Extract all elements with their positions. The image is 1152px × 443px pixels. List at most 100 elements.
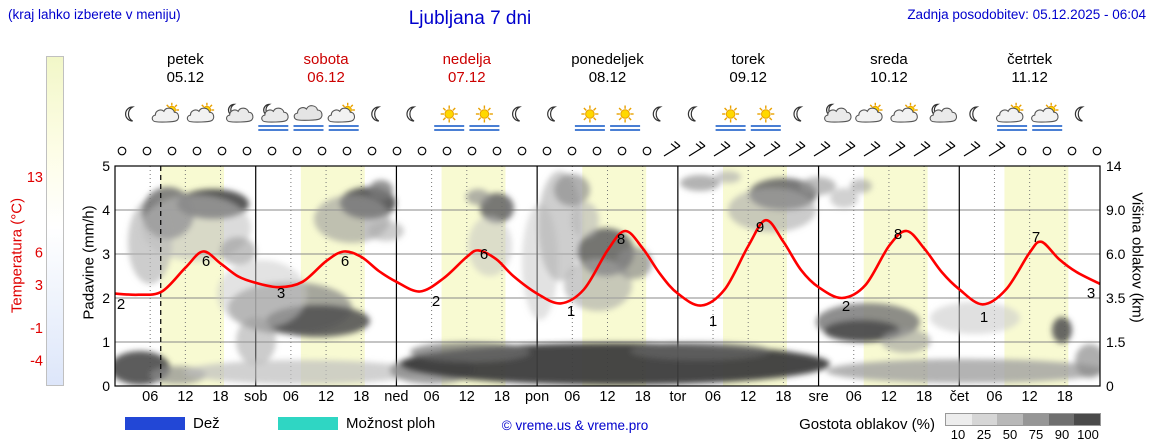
day-date: 10.12 bbox=[870, 69, 908, 86]
svg-text:9: 9 bbox=[756, 219, 764, 236]
wind-calm-icon bbox=[517, 146, 527, 156]
day-header-nedelja: nedelja 07.12 bbox=[396, 51, 537, 87]
showers-legend-swatch bbox=[278, 417, 338, 430]
wind-calm-icon bbox=[542, 146, 552, 156]
temperature-point-labels: 2 6 3 6 2 6 1 8 1 9 2 8 1 7 3 bbox=[117, 219, 1095, 330]
svg-text:18: 18 bbox=[212, 389, 228, 405]
cloud-density-tick: 10 bbox=[950, 427, 966, 442]
x-axis-ticks: 06 12 18 sob 06 12 18 ned 06 12 18 pon 06 12 18 tor 06 12… bbox=[142, 389, 1073, 405]
svg-text:12: 12 bbox=[740, 389, 756, 405]
wind-calm-icon bbox=[467, 146, 477, 156]
day-date: 05.12 bbox=[166, 69, 205, 86]
svg-text:18: 18 bbox=[916, 389, 932, 405]
showers-legend-label: Možnost ploh bbox=[346, 415, 436, 432]
svg-text:12: 12 bbox=[459, 389, 475, 405]
svg-text:06: 06 bbox=[564, 389, 580, 405]
day-header-torek: torek 09.12 bbox=[678, 51, 819, 87]
wind-barb-icon bbox=[888, 141, 906, 157]
weather-icon-moon-cloud bbox=[226, 103, 254, 123]
svg-text:0: 0 bbox=[1106, 378, 1114, 394]
cloud-density-swatch bbox=[1074, 414, 1101, 425]
svg-text:1.5: 1.5 bbox=[1106, 334, 1126, 350]
svg-text:2: 2 bbox=[117, 296, 125, 313]
day-header-sobota: sobota 06.12 bbox=[256, 51, 397, 87]
svg-text:1: 1 bbox=[102, 334, 110, 350]
svg-text:3: 3 bbox=[102, 246, 110, 262]
svg-text:6.0: 6.0 bbox=[1106, 246, 1126, 262]
cloud-density-tick: 90 bbox=[1054, 427, 1070, 442]
page-title: Ljubljana 7 dni bbox=[408, 8, 532, 29]
svg-text:13: 13 bbox=[27, 170, 43, 186]
weather-icon-moon-cloud bbox=[258, 103, 289, 131]
weather-icon-moon bbox=[687, 106, 696, 122]
svg-text:2: 2 bbox=[102, 290, 110, 306]
svg-text:ned: ned bbox=[384, 389, 408, 405]
wind-calm-icon bbox=[317, 146, 327, 156]
wind-calm-icon bbox=[342, 146, 352, 156]
svg-text:pon: pon bbox=[525, 389, 549, 405]
svg-text:12: 12 bbox=[318, 389, 334, 405]
wind-barb-icon bbox=[663, 141, 681, 157]
svg-text:06: 06 bbox=[846, 389, 862, 405]
temperature-color-scale bbox=[46, 56, 64, 386]
svg-text:18: 18 bbox=[353, 389, 369, 405]
weather-icon-moon bbox=[371, 106, 380, 122]
weather-icon-sun-cloud bbox=[327, 102, 359, 131]
weather-icon-moon bbox=[125, 106, 133, 122]
cloud-density-layer bbox=[115, 171, 1100, 385]
svg-text:6: 6 bbox=[202, 253, 210, 270]
svg-text:12: 12 bbox=[599, 389, 615, 405]
cloud-density-swatch bbox=[1023, 414, 1049, 425]
wind-calm-icon bbox=[392, 146, 402, 156]
wind-row bbox=[117, 141, 1102, 157]
svg-text:5: 5 bbox=[102, 158, 110, 174]
svg-text:8: 8 bbox=[894, 226, 902, 243]
wind-barb-icon bbox=[688, 141, 706, 157]
wind-calm-icon bbox=[567, 146, 577, 156]
day-name: nedelja bbox=[442, 51, 491, 68]
cloud-density-tick: 50 bbox=[1002, 427, 1018, 442]
precip-axis-ticks: 5 4 3 2 1 0 bbox=[102, 158, 110, 394]
svg-text:12: 12 bbox=[881, 389, 897, 405]
weather-icon-sun bbox=[434, 105, 465, 131]
rain-legend-label: Dež bbox=[193, 415, 220, 432]
weather-icon-sun-cloud bbox=[186, 102, 215, 123]
day-header-petek: petek 05.12 bbox=[115, 51, 256, 87]
day-date: 09.12 bbox=[729, 69, 767, 86]
day-name: sreda bbox=[870, 51, 908, 68]
day-date: 11.12 bbox=[1011, 69, 1048, 86]
day-name: torek bbox=[731, 51, 765, 68]
wind-calm-icon bbox=[117, 146, 127, 156]
svg-text:06: 06 bbox=[986, 389, 1002, 405]
weather-icon-sun-cloud bbox=[890, 102, 918, 123]
weather-icon-moon bbox=[793, 106, 802, 122]
svg-text:06: 06 bbox=[424, 389, 440, 405]
svg-text:12: 12 bbox=[177, 389, 193, 405]
wind-calm-icon bbox=[142, 146, 152, 156]
svg-text:čet: čet bbox=[950, 389, 969, 405]
wind-barb-icon bbox=[713, 141, 731, 157]
temperature-curve bbox=[115, 218, 1100, 307]
svg-text:06: 06 bbox=[705, 389, 721, 405]
wind-calm-icon bbox=[617, 146, 627, 156]
cloud-density-scale-ticks: 10 25 50 75 90 100 bbox=[945, 427, 1101, 442]
wind-calm-icon bbox=[367, 146, 377, 156]
day-header-ponedeljek: ponedeljek 08.12 bbox=[537, 51, 678, 87]
day-name: petek bbox=[167, 51, 204, 68]
day-header-sreda: sreda 10.12 bbox=[819, 51, 960, 87]
wind-barb-icon bbox=[913, 141, 931, 157]
wind-calm-icon bbox=[192, 146, 202, 156]
weather-icon-sun-cloud bbox=[1031, 102, 1063, 131]
wind-barb-icon bbox=[938, 141, 956, 157]
svg-text:6: 6 bbox=[480, 246, 488, 263]
wind-calm-icon bbox=[1092, 146, 1102, 156]
svg-text:7: 7 bbox=[1032, 229, 1040, 246]
svg-text:18: 18 bbox=[635, 389, 651, 405]
temperature-axis-ticks: 13 6 3 -1 -4 bbox=[27, 170, 43, 370]
copyright-link[interactable]: © vreme.us & vreme.pro bbox=[501, 418, 649, 433]
svg-text:sre: sre bbox=[809, 389, 829, 405]
wind-calm-icon bbox=[1042, 146, 1052, 156]
menu-hint-text: (kraj lahko izberete v meniju) bbox=[8, 7, 181, 22]
svg-text:1: 1 bbox=[709, 313, 717, 330]
